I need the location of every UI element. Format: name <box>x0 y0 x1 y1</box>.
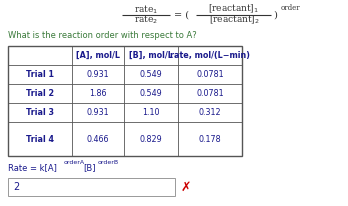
Text: ✗: ✗ <box>181 180 191 193</box>
Text: 0.312: 0.312 <box>199 108 221 117</box>
Text: 1.10: 1.10 <box>142 108 160 117</box>
Text: Trial 4: Trial 4 <box>26 135 54 144</box>
Text: Trial 3: Trial 3 <box>26 108 54 117</box>
Bar <box>8 178 175 196</box>
Text: 0.0781: 0.0781 <box>196 89 224 98</box>
Text: rate$_2$: rate$_2$ <box>134 14 158 26</box>
Text: [B], mol/L: [B], mol/L <box>129 51 173 60</box>
Text: orderA: orderA <box>64 160 85 165</box>
Text: orderB: orderB <box>98 160 119 165</box>
Text: [reactant]$_2$: [reactant]$_2$ <box>208 14 260 26</box>
Text: 1.86: 1.86 <box>89 89 107 98</box>
Text: [B]: [B] <box>83 164 95 172</box>
Text: rate$_1$: rate$_1$ <box>134 4 158 16</box>
Text: 0.178: 0.178 <box>199 135 221 144</box>
Text: Trial 1: Trial 1 <box>26 70 54 79</box>
Text: What is the reaction order with respect to A?: What is the reaction order with respect … <box>8 30 197 40</box>
Text: 0.931: 0.931 <box>87 70 109 79</box>
Text: 0.931: 0.931 <box>87 108 109 117</box>
Text: 0.0781: 0.0781 <box>196 70 224 79</box>
Text: order: order <box>281 4 301 12</box>
Text: 2: 2 <box>13 182 19 192</box>
Text: Rate = k[A]: Rate = k[A] <box>8 164 57 172</box>
Text: 0.549: 0.549 <box>140 89 163 98</box>
Text: 0.466: 0.466 <box>87 135 109 144</box>
Text: Trial 2: Trial 2 <box>26 89 54 98</box>
Text: rate, mol/(L−min): rate, mol/(L−min) <box>170 51 250 60</box>
Text: [A], mol/L: [A], mol/L <box>76 51 120 60</box>
Text: 0.549: 0.549 <box>140 70 163 79</box>
Bar <box>8 46 242 156</box>
Text: 0.829: 0.829 <box>140 135 163 144</box>
Text: = (: = ( <box>174 11 189 20</box>
Text: [reactant]$_1$: [reactant]$_1$ <box>208 3 260 15</box>
Text: ): ) <box>273 11 277 20</box>
